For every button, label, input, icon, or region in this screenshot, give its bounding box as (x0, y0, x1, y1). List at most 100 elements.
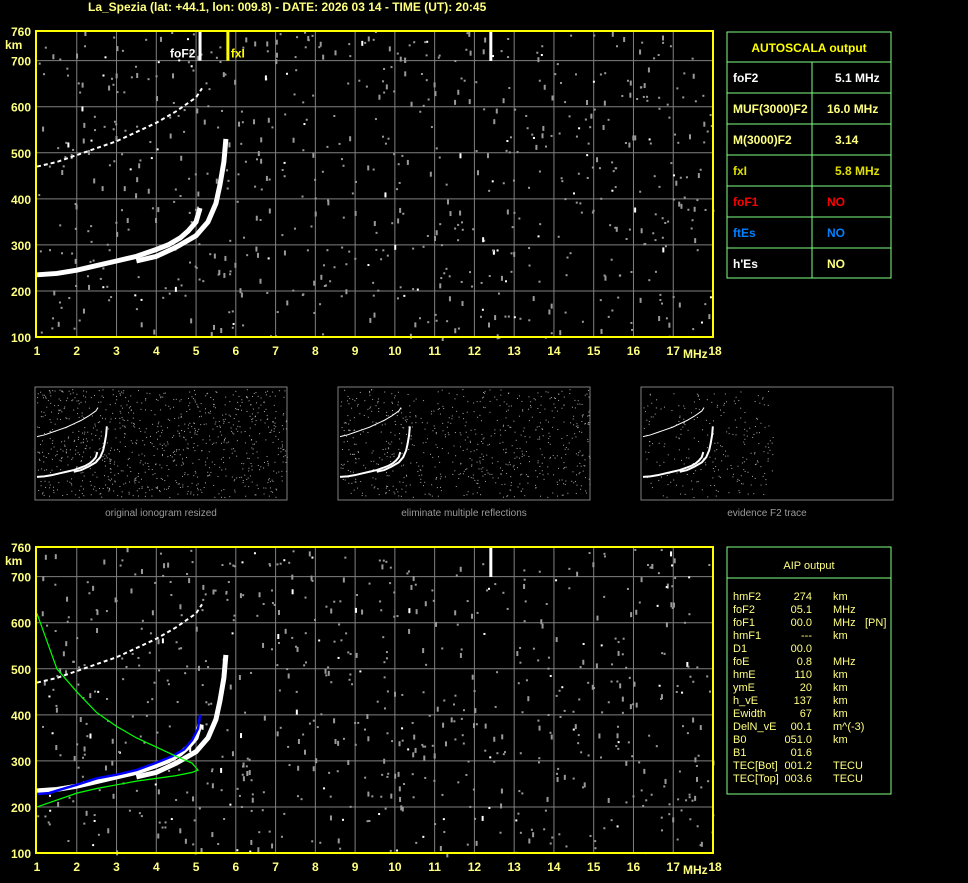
noise-echo (646, 564, 649, 567)
thumbnail-noise (483, 406, 485, 408)
thumbnail-noise (233, 448, 235, 450)
noise-echo (300, 798, 303, 801)
thumbnail-noise (486, 454, 488, 456)
thumbnail-noise (422, 485, 424, 487)
noise-echo (621, 653, 624, 656)
thumbnail-noise (248, 470, 250, 472)
thumbnail-noise (525, 451, 527, 453)
thumbnail-noise (663, 461, 665, 463)
noise-echo (380, 795, 383, 798)
thumbnail-noise (135, 479, 137, 481)
thumbnail-noise (392, 402, 394, 404)
thumbnail-noise (549, 435, 551, 437)
noise-echo (46, 624, 49, 627)
thumbnail-noise (281, 425, 283, 427)
thumbnail-noise (500, 473, 502, 475)
thumbnail-noise (194, 450, 196, 452)
noise-echo (86, 275, 89, 278)
noise-echo (384, 192, 387, 198)
noise-echo (381, 564, 384, 570)
noise-echo (277, 633, 280, 639)
noise-echo (302, 733, 305, 736)
noise-echo (574, 724, 577, 730)
thumbnail-noise (535, 487, 537, 489)
noise-echo (164, 287, 167, 290)
thumbnail-noise (66, 418, 68, 420)
thumbnail-noise (250, 404, 252, 406)
thumbnail-noise (548, 432, 550, 434)
noise-echo (693, 206, 696, 212)
thumbnail-noise (659, 465, 661, 467)
noise-echo (686, 661, 689, 667)
thumbnail-noise (129, 406, 131, 408)
thumbnail-noise (123, 436, 125, 438)
thumbnail-noise (521, 400, 523, 402)
noise-echo (380, 258, 383, 261)
thumbnail-noise (701, 429, 703, 431)
electron-density-profile (36, 613, 200, 808)
thumbnail-noise (571, 406, 573, 408)
noise-echo (180, 614, 183, 617)
thumbnail-noise (232, 432, 234, 434)
noise-echo (126, 218, 129, 224)
thumbnail-noise (705, 464, 707, 466)
thumbnail-noise (104, 475, 106, 477)
interference-line (489, 547, 493, 577)
thumbnail-noise (192, 462, 194, 464)
noise-echo (60, 306, 63, 309)
thumbnail-noise (267, 390, 269, 392)
noise-echo (538, 280, 541, 283)
noise-echo (337, 838, 340, 844)
thumbnail-noise (155, 463, 157, 465)
thumbnail-noise (77, 413, 79, 415)
thumbnail-noise (272, 441, 274, 443)
thumbnail-noise (411, 422, 413, 424)
noise-echo (653, 57, 656, 60)
thumbnail-noise (91, 415, 93, 417)
thumbnail-noise (549, 457, 551, 459)
thumbnail-noise (104, 460, 106, 462)
noise-echo (601, 711, 604, 714)
x-tick-label: 1 (34, 344, 41, 358)
aip-param-value: 274 (794, 591, 812, 603)
thumbnail-noise (266, 415, 268, 417)
x-axis-label: MHz (683, 863, 708, 877)
thumbnail-noise (410, 435, 412, 437)
noise-echo (361, 609, 364, 615)
thumbnail-noise (769, 440, 771, 442)
thumbnail-noise (754, 464, 756, 466)
noise-echo (177, 278, 180, 281)
thumbnail-noise (74, 439, 76, 441)
thumbnail-noise (117, 465, 119, 467)
noise-echo (662, 41, 665, 44)
noise-echo (157, 789, 160, 795)
thumbnail-noise (476, 461, 478, 463)
thumbnail-noise (81, 480, 83, 482)
noise-echo (399, 796, 402, 802)
noise-echo (52, 688, 55, 691)
thumbnail-noise (128, 457, 130, 459)
noise-echo (675, 690, 678, 693)
thumbnail-noise (178, 483, 180, 485)
thumbnail-noise (62, 391, 64, 393)
noise-echo (570, 34, 573, 37)
thumbnail-noise (95, 490, 97, 492)
noise-echo (428, 714, 431, 717)
aip-param-value: 00.0 (791, 617, 812, 629)
thumbnail-noise (76, 393, 78, 395)
noise-echo (134, 65, 137, 68)
thumbnail-noise (212, 428, 214, 430)
thumbnail-noise (500, 473, 502, 475)
thumbnail-noise (211, 461, 213, 463)
noise-echo (513, 251, 516, 257)
thumbnail-noise (460, 446, 462, 448)
thumbnail-noise (255, 420, 257, 422)
thumbnail-noise (356, 397, 358, 399)
thumbnail-noise (499, 492, 501, 494)
thumbnail-noise (478, 486, 480, 488)
thumbnail-noise (42, 451, 44, 453)
thumbnail-noise (718, 475, 720, 477)
noise-echo (547, 656, 550, 659)
thumbnail-noise (223, 489, 225, 491)
noise-echo (660, 549, 663, 552)
